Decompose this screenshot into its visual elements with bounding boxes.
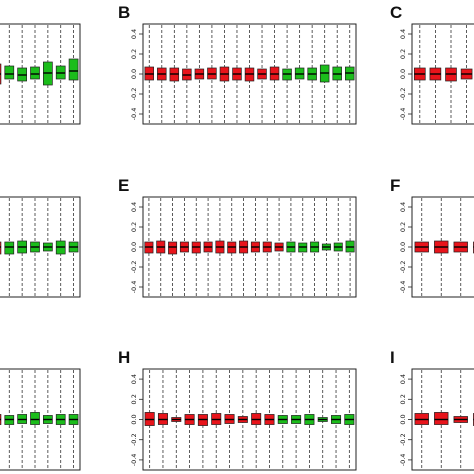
y-tick-label-9-5: -0.4 [399, 454, 407, 467]
y-tick-label-2-2: 0.2 [130, 49, 138, 59]
y-tick-label-8-1: 0.4 [130, 374, 138, 384]
y-tick-label-3-4: -0.2 [399, 88, 407, 101]
y-tick-label-2-1: 0.4 [130, 29, 138, 39]
y-tick-label-3-5: -0.4 [399, 108, 407, 121]
box-9-2 [434, 412, 449, 425]
y-tick-label-8-3: 0.0 [130, 414, 138, 424]
y-tick-label-6-5: -0.4 [399, 281, 407, 294]
y-tick-label-6-1: 0.4 [399, 202, 407, 212]
box-1-4 [30, 66, 40, 80]
y-tick-label-6-4: -0.2 [399, 261, 407, 274]
y-tick-label-8-4: -0.2 [130, 433, 138, 446]
panel-frame-4 [0, 196, 81, 298]
panel-frame-7 [0, 368, 81, 471]
box-1-2 [4, 65, 15, 80]
panel-letter-6: F [390, 176, 400, 195]
box-4-2 [4, 241, 15, 255]
y-tick-label-5-2: 0.2 [130, 222, 138, 232]
y-tick-label-5-5: -0.4 [130, 281, 138, 294]
y-tick-label-2-5: -0.4 [130, 108, 138, 121]
box-4-1 [0, 241, 2, 255]
y-tick-label-2-3: 0.0 [130, 69, 138, 79]
panel-letter-8: H [118, 348, 130, 367]
y-tick-label-8-5: -0.4 [130, 454, 138, 467]
y-tick-label-9-2: 0.2 [399, 394, 407, 404]
y-tick-label-2-4: -0.2 [130, 88, 138, 101]
panel-frame-1 [0, 23, 81, 125]
y-tick-label-5-1: 0.4 [130, 202, 138, 212]
y-tick-label-9-3: 0.0 [399, 414, 407, 424]
y-tick-label-9-4: -0.2 [399, 433, 407, 446]
y-tick-label-3-1: 0.4 [399, 29, 407, 39]
panel-letter-5: E [118, 176, 129, 195]
panel-letter-9: I [390, 348, 395, 367]
y-tick-label-6-3: 0.0 [399, 242, 407, 252]
y-tick-label-6-2: 0.2 [399, 222, 407, 232]
y-tick-label-5-4: -0.2 [130, 261, 138, 274]
panel-letter-2: B [118, 3, 130, 22]
box-7-4 [30, 412, 40, 425]
y-tick-label-3-3: 0.0 [399, 69, 407, 79]
y-tick-label-3-2: 0.2 [399, 49, 407, 59]
panel-letter-3: C [390, 3, 402, 22]
y-tick-label-5-3: 0.0 [130, 242, 138, 252]
y-tick-label-8-2: 0.2 [130, 394, 138, 404]
box-5-3 [168, 241, 178, 255]
y-tick-label-9-1: 0.4 [399, 374, 407, 384]
box-1-7 [68, 58, 79, 81]
